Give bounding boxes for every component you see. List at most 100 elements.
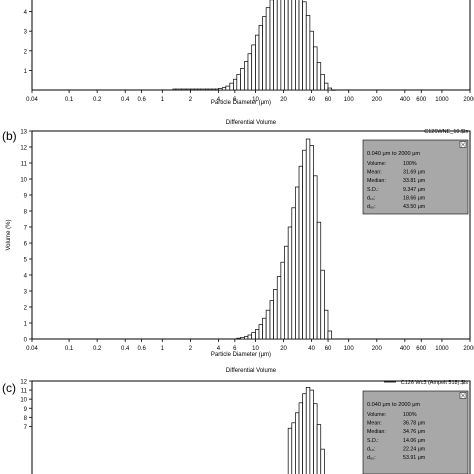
histogram-bar [258,24,263,91]
histogram-bar [291,207,296,340]
close-icon-stroke [460,393,466,398]
histogram-bar [320,448,325,474]
histogram-bar [302,1,307,91]
plot-frame [31,380,471,474]
stats-label: Median: [367,178,386,184]
x-tick-label: 0.1 [65,346,74,352]
histogram-bar [236,73,241,91]
x-tick-label: 2 [189,346,193,352]
x-tick-label: 6 [233,346,237,352]
histogram-bar [211,88,216,91]
histogram-bar [269,300,274,340]
y-tick-label: 12 [20,146,27,152]
x-tick-label: 40 [308,97,315,103]
stats-value: 14.06 μm [403,438,426,444]
chart-title: Differential Volume [226,120,277,126]
histogram-bar [298,165,303,340]
close-icon-stroke [460,142,466,147]
histogram-bar [265,309,271,340]
stats-label: Mean: [367,170,382,176]
y-tick-label: 4 [24,274,28,280]
panel-label: (b) [2,129,17,143]
y-tick-label: 7 [24,425,28,431]
stats-value: 34.76 μm [403,429,426,435]
x-tick-label: 200 [372,346,383,352]
histogram-bar [298,0,303,91]
stats-label: d₉₀: [367,455,376,461]
stats-label: S.D.: [367,187,379,193]
y-tick-label: 8 [24,210,28,216]
histogram-bar [214,88,219,91]
x-tick-label: 0.2 [93,346,102,352]
stats-label: Median: [367,429,386,435]
histogram-bar [276,0,282,91]
x-tick-label: 100 [344,97,355,103]
histogram-bar [273,0,278,91]
y-tick-label: 13 [20,130,27,136]
histogram-bar [200,88,206,91]
chart-panel-3: 7 8 9 10 11 12 Differential Volume (c) C126 Wc3 … [2,368,471,474]
stats-value: 100% [403,161,417,167]
histogram-bar [302,393,307,474]
chart-title: Differential Volume [226,368,277,374]
histogram-bar [273,289,278,340]
x-tick-label: 600 [416,97,427,103]
histogram-bar [309,145,314,340]
histogram-bar [251,332,256,340]
histogram-bar [295,412,300,474]
x-tick-label: 6 [233,97,237,103]
histogram-bar [197,88,202,91]
stats-label: Volume: [367,412,386,418]
x-tick-label: 10 [252,97,259,103]
stats-range: 0.040 μm to 2000 μm [367,402,420,408]
y-tick-label: 1 [24,69,28,75]
histogram-bar [205,88,209,91]
histogram-bar [305,387,311,474]
histogram-bar [244,336,249,340]
histogram-bar [324,309,329,340]
x-axis-label: Particle Diameter (μm) [211,352,271,358]
legend-entry: C126WNE_10.$ls [424,129,468,135]
histogram-bar [255,329,260,340]
x-tick-label: 0.1 [65,97,74,103]
stats-box [362,390,469,474]
histogram-bar [313,403,318,474]
histogram-bar [316,62,322,91]
histogram-bar [251,44,256,91]
histogram-bar [244,61,249,91]
stats-value: 31.69 μm [403,170,426,176]
x-tick-label: 2000 [463,97,474,103]
chart-panel-1: 123450.040.10.20.40.61246102040601002004… [24,0,474,106]
x-tick-label: 0.04 [26,346,38,352]
histogram-bar [316,424,322,474]
stats-value: 43.50 μm [403,204,426,210]
histogram-bar [309,30,314,91]
y-axis-label: Volume (%) [6,219,12,250]
y-tick-label: 10 [20,398,27,404]
stats-label: Volume: [367,161,386,167]
x-tick-label: 0.6 [137,346,146,352]
stats-value: 100% [403,412,417,418]
x-tick-label: 4 [217,97,221,103]
x-tick-label: 0.6 [137,97,146,103]
stats-value: 22.24 μm [403,446,426,452]
x-tick-label: 40 [308,346,315,352]
histogram-bar [240,337,245,340]
histogram-bar [175,88,182,91]
histogram-bar [305,15,311,91]
histogram-bar [193,88,199,91]
y-tick-label: 1 [24,322,28,328]
x-tick-label: 10 [252,346,259,352]
x-tick-label: 0.04 [26,97,38,103]
histogram-bar [327,87,333,91]
histogram-bar [298,402,303,474]
histogram-bar [269,0,274,91]
histogram-bar [233,78,238,91]
x-tick-label: 1 [161,97,165,103]
histogram-bar [284,245,289,340]
x-tick-label: 20 [280,97,287,103]
y-tick-label: 9 [24,407,28,413]
stats-box [362,139,469,215]
x-tick-label: 20 [280,346,287,352]
